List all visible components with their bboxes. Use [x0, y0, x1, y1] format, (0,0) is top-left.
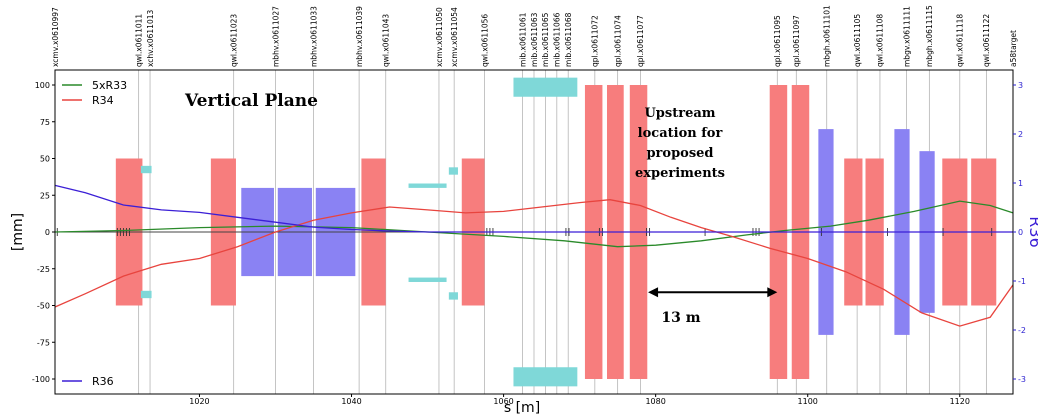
- corrector-block: [513, 367, 578, 387]
- y-tick-label: -50: [37, 302, 50, 311]
- corrector-block: [448, 167, 458, 175]
- element-label: qwl.x0611118: [956, 14, 965, 67]
- element-label: qwl.x0611122: [982, 14, 991, 67]
- legend-top: 5xR33 R34: [62, 79, 127, 107]
- upstream-line-2: location for: [638, 126, 723, 141]
- element-label: a58target: [1009, 30, 1018, 67]
- legend-bottom: R36: [62, 375, 114, 388]
- y-axis-title: [mm]: [10, 213, 26, 251]
- y-tick-label: 50: [40, 155, 50, 164]
- element-label: qwl.x0611043: [382, 14, 391, 67]
- y2-tick-label: -3: [1018, 375, 1026, 384]
- legend-label-r34: R34: [92, 94, 114, 107]
- y2-axis-title: R36: [1026, 216, 1038, 247]
- upstream-line-3: proposed: [646, 146, 713, 161]
- element-label: qwl.x0611023: [229, 14, 238, 67]
- element-label: mib.x0611066: [553, 12, 562, 67]
- x-tick-label: 1060: [493, 397, 513, 406]
- element-label: mbgh.x0611115: [925, 5, 934, 67]
- arrow-head-right: [767, 287, 778, 298]
- x-axis-title: s [m]: [504, 400, 540, 415]
- y-tick-label: 100: [35, 81, 50, 90]
- element-label: qpl.x0611095: [773, 15, 782, 67]
- element-label: mbhv.x0611033: [309, 6, 318, 67]
- element-label: mbhv.x0611039: [355, 6, 364, 67]
- element-label: mbgh.x0611101: [823, 5, 832, 67]
- y2-tick-label: 1: [1018, 179, 1023, 188]
- corrector-block: [513, 77, 578, 97]
- y-tick-label: -75: [37, 338, 50, 347]
- upstream-line-1: Upstream: [644, 106, 715, 121]
- upstream-annotation: Upstream location for proposed experimen…: [635, 106, 725, 181]
- plane-label: Vertical Plane: [184, 91, 318, 111]
- arrow-head-left: [648, 287, 659, 298]
- element-label: qwl.x0611105: [853, 14, 862, 67]
- series-line-r34: [54, 199, 1014, 327]
- legend-label-r33: 5xR33: [92, 79, 127, 92]
- series-curves: [54, 184, 1014, 327]
- y2-tick-label: -1: [1018, 277, 1026, 286]
- element-label: qwl.x0611056: [480, 14, 489, 67]
- element-label: xcmv.x0611054: [450, 7, 459, 67]
- y2-tick-label: 2: [1018, 130, 1023, 139]
- upstream-line-4: experiments: [635, 166, 725, 181]
- right-axis-ticks: -3 -2 -1 0 1 2 3: [1013, 81, 1026, 384]
- element-label: qpl.x0611077: [636, 15, 645, 67]
- left-axis-ticks: -100 -75 -50 -25 0 25 50 75 100: [32, 81, 55, 384]
- legend-label-r36: R36: [92, 375, 114, 388]
- corrector-block: [140, 165, 152, 174]
- corrector-block: [408, 183, 447, 188]
- x-axis-ticks: 1020 1040 1060 1080 1100 1120: [189, 394, 970, 406]
- series-line-5xr33: [54, 200, 1014, 248]
- y-tick-label: -25: [37, 265, 50, 274]
- y-tick-label: 75: [40, 118, 50, 127]
- y-tick-label: -100: [32, 375, 50, 384]
- element-label: qwl.x0611011: [134, 14, 143, 67]
- element-label: mib.x0611061: [518, 12, 527, 67]
- element-label: mbhv.x0611027: [271, 6, 280, 67]
- x-tick-label: 1020: [189, 397, 209, 406]
- corrector-block: [140, 290, 152, 299]
- distance-label: 13 m: [661, 310, 700, 326]
- y-tick-label: 25: [40, 191, 50, 200]
- corrector-block: [448, 292, 458, 300]
- element-label: mib.x0611068: [564, 12, 573, 67]
- element-labels: xcmv.x0610997 qwl.x0611011 xchv.x0611013 qw…: [51, 5, 1018, 67]
- element-label: xcmv.x0611050: [435, 7, 444, 67]
- distance-arrow: [648, 287, 778, 298]
- element-label: qpl.x0611072: [591, 15, 600, 67]
- element-label: xcmv.x0610997: [51, 7, 60, 67]
- y2-tick-label: -2: [1018, 326, 1026, 335]
- element-label: mib.x0611065: [541, 12, 550, 67]
- y2-tick-label: 3: [1018, 81, 1023, 90]
- corrector-block: [408, 277, 447, 282]
- x-tick-label: 1100: [798, 397, 818, 406]
- element-label: qwl.x0611108: [876, 14, 885, 67]
- element-label: mbgv.x0611111: [902, 6, 911, 67]
- element-label: mib.x0611063: [530, 12, 539, 67]
- x-tick-label: 1120: [950, 397, 970, 406]
- x-tick-label: 1080: [645, 397, 665, 406]
- x-tick-label: 1040: [341, 397, 361, 406]
- y2-tick-label: 0: [1018, 228, 1023, 237]
- element-label: qpl.x0611074: [613, 15, 622, 67]
- y-tick-label: 0: [45, 228, 50, 237]
- element-label: qpl.x0611097: [792, 15, 801, 67]
- element-label: xchv.x0611013: [146, 10, 155, 67]
- series-line-r36: [54, 184, 1013, 233]
